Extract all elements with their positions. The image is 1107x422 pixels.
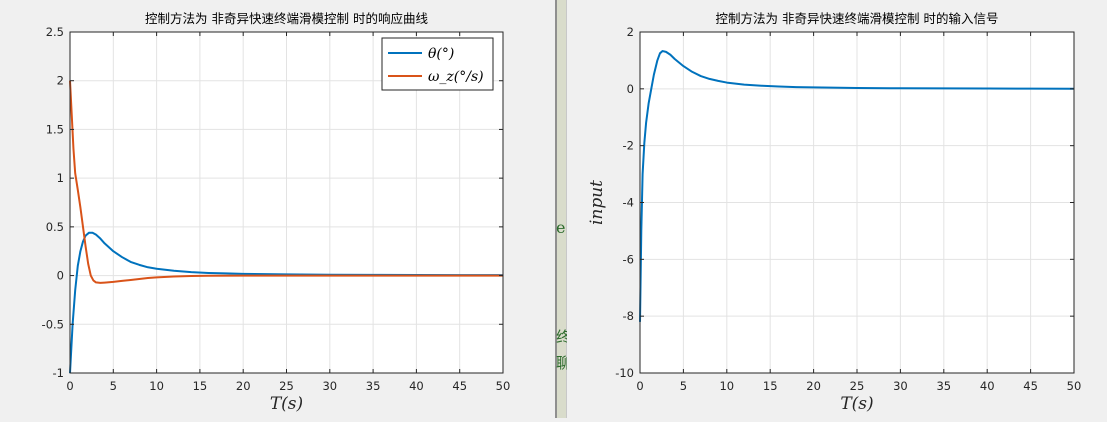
y-tick-label: -8	[623, 309, 634, 323]
chart-title: 控制方法为 非奇异快速终端滑模控制 时的响应曲线	[145, 11, 428, 26]
window-separator	[555, 0, 567, 418]
x-tick-label: 30	[893, 379, 908, 393]
x-tick-label: 15	[193, 379, 208, 393]
series-line-1	[639, 50, 1075, 322]
background-text-fragment: e	[556, 218, 566, 237]
series-line-1	[69, 231, 504, 374]
x-tick-label: 50	[1067, 379, 1082, 393]
x-tick-label: 10	[719, 379, 734, 393]
x-axis-label: T(s)	[270, 394, 303, 414]
x-tick-label: 10	[149, 379, 164, 393]
chart-title: 控制方法为 非奇异快速终端滑模控制 时的输入信号	[716, 11, 999, 26]
x-tick-label: 30	[322, 379, 337, 393]
y-tick-label: -4	[623, 196, 634, 210]
x-tick-label: 15	[763, 379, 778, 393]
response-chart: 0 5 10 15 20 25 30 35 40 45 50 -1 -0.5 0 0.5 1 1.5 2 2.5 控制…	[42, 11, 511, 414]
x-tick-label: 50	[496, 379, 511, 393]
y-tick-label: -0.5	[42, 317, 64, 331]
x-tick-label: 25	[279, 379, 294, 393]
y-tick-label: 2	[57, 74, 64, 88]
x-axis-label: T(s)	[840, 394, 873, 414]
input-chart: 0 5 10 15 20 25 30 35 40 45 50 -10 -8 -6 -4 -2 0 2 控制方法为 非…	[587, 11, 1082, 414]
x-tick-label: 25	[850, 379, 865, 393]
x-tick-label: 45	[452, 379, 467, 393]
y-tick-label: 0.5	[46, 220, 64, 234]
figure-window-input: 0 5 10 15 20 25 30 35 40 45 50 -10 -8 -6 -4 -2 0 2 控制方法为 非…	[567, 0, 1107, 418]
x-tick-label: 5	[680, 379, 687, 393]
x-tick-label: 20	[236, 379, 251, 393]
x-tick-label: 0	[636, 379, 643, 393]
y-tick-label: 0	[627, 82, 634, 96]
series-line-2	[69, 80, 503, 284]
x-tick-label: 0	[66, 379, 73, 393]
legend-box	[381, 37, 494, 91]
y-tick-label: 2	[627, 25, 634, 39]
y-tick-label: 0	[57, 269, 64, 283]
x-tick-label: 5	[110, 379, 117, 393]
y-tick-label: -10	[615, 366, 634, 380]
y-tick-label: -2	[623, 139, 634, 153]
y-tick-label: -1	[53, 366, 64, 380]
x-tick-label: 35	[936, 379, 951, 393]
x-tick-label: 40	[409, 379, 424, 393]
x-tick-label: 20	[806, 379, 821, 393]
y-axis-label: input	[587, 180, 607, 225]
x-tick-label: 35	[366, 379, 381, 393]
x-tick-label: 45	[1023, 379, 1038, 393]
figure-window-response: 0 5 10 15 20 25 30 35 40 45 50 -1 -0.5 0 0.5 1 1.5 2 2.5 控制…	[0, 0, 555, 418]
y-tick-label: -6	[623, 252, 634, 266]
y-tick-label: 1	[57, 171, 64, 185]
x-tick-label: 40	[980, 379, 995, 393]
y-tick-label: 1.5	[46, 122, 64, 136]
legend-label-2: ω_z(°/s)	[428, 69, 484, 85]
legend-label-1: θ(°)	[428, 46, 454, 62]
y-tick-label: 2.5	[46, 25, 64, 39]
